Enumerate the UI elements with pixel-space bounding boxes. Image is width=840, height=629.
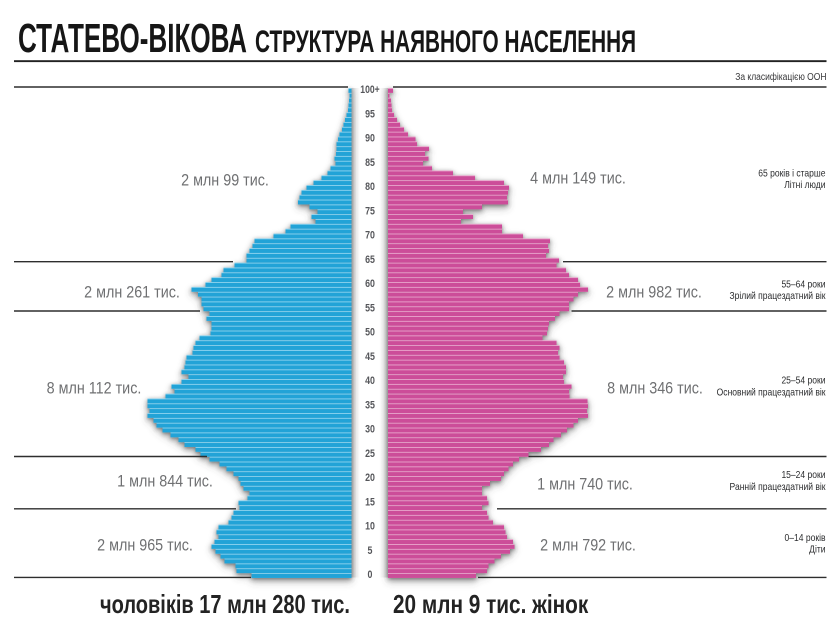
svg-text:Зрілий працездатний вік: Зрілий працездатний вік <box>729 291 826 302</box>
svg-text:50: 50 <box>365 327 375 339</box>
svg-text:20 млн 9 тис. жінок: 20 млн 9 тис. жінок <box>393 590 589 619</box>
svg-text:8 млн 346 тис.: 8 млн 346 тис. <box>607 380 703 398</box>
svg-text:60: 60 <box>365 278 375 290</box>
svg-text:8 млн 112 тис.: 8 млн 112 тис. <box>47 380 142 398</box>
svg-text:2 млн 965 тис.: 2 млн 965 тис. <box>97 537 193 555</box>
svg-text:Діти: Діти <box>809 544 825 555</box>
svg-text:За класифікацією ООН: За класифікацією ООН <box>735 72 826 83</box>
svg-text:100+: 100+ <box>360 84 380 96</box>
svg-text:Основний працездатний вік: Основний працездатний вік <box>717 387 827 398</box>
svg-text:45: 45 <box>365 351 375 363</box>
svg-text:2 млн 792 тис.: 2 млн 792 тис. <box>540 537 636 555</box>
svg-text:15–24 роки: 15–24 роки <box>781 470 825 481</box>
svg-text:2 млн 982 тис.: 2 млн 982 тис. <box>606 284 702 302</box>
svg-text:10: 10 <box>365 521 375 533</box>
svg-text:1 млн 740 тис.: 1 млн 740 тис. <box>537 476 633 494</box>
svg-text:2 млн 99 тис.: 2 млн 99 тис. <box>181 172 269 190</box>
svg-text:75: 75 <box>365 206 375 218</box>
svg-text:СТРУКТУРА НАЯВНОГО НАСЕЛЕННЯ: СТРУКТУРА НАЯВНОГО НАСЕЛЕННЯ <box>255 24 636 59</box>
svg-text:4 млн 149 тис.: 4 млн 149 тис. <box>530 170 626 188</box>
svg-text:85: 85 <box>365 157 375 169</box>
svg-text:90: 90 <box>365 133 375 145</box>
svg-text:2 млн 261 тис.: 2 млн 261 тис. <box>84 284 180 302</box>
svg-text:70: 70 <box>365 230 375 242</box>
svg-text:55–64 роки: 55–64 роки <box>781 279 825 290</box>
svg-text:40: 40 <box>365 375 375 387</box>
svg-text:95: 95 <box>365 109 375 121</box>
svg-text:55: 55 <box>365 303 375 315</box>
svg-text:5: 5 <box>368 545 373 557</box>
svg-text:0–14 років: 0–14 років <box>785 532 826 543</box>
svg-text:25: 25 <box>365 448 375 460</box>
svg-text:80: 80 <box>365 181 375 193</box>
svg-text:30: 30 <box>365 424 375 436</box>
svg-text:25–54 роки: 25–54 роки <box>781 375 825 386</box>
svg-text:20: 20 <box>365 472 375 484</box>
svg-text:Ранній працездатний вік: Ранній працездатний вік <box>730 482 827 493</box>
svg-text:Літні люди: Літні люди <box>784 180 825 191</box>
svg-text:65 років і старше: 65 років і старше <box>758 168 825 179</box>
svg-text:15: 15 <box>365 497 375 509</box>
svg-text:35: 35 <box>365 400 375 412</box>
svg-text:СТАТЕВО-ВІКОВА: СТАТЕВО-ВІКОВА <box>18 16 247 61</box>
svg-text:0: 0 <box>368 569 373 581</box>
svg-text:1 млн 844 тис.: 1 млн 844 тис. <box>117 473 213 491</box>
svg-text:чоловіків 17 млн 280 тис.: чоловіків 17 млн 280 тис. <box>100 590 350 619</box>
svg-text:65: 65 <box>365 254 375 266</box>
